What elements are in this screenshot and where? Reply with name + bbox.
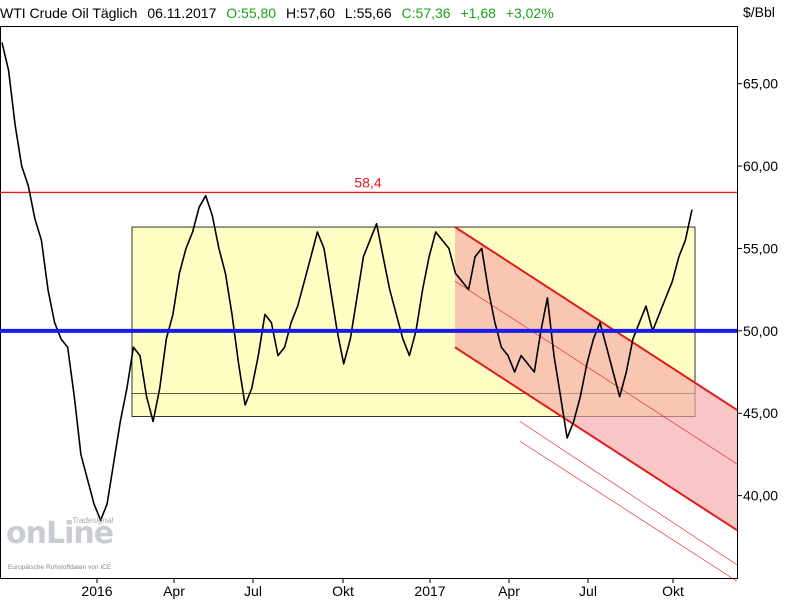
plot-frame: [0, 26, 738, 579]
y-tick-label: 65,00: [743, 76, 778, 92]
tradesignal-logo: onLine Tradesignal Europäische Rohstoffd…: [6, 514, 136, 576]
x-tick-label: Okt: [332, 583, 354, 599]
x-tick-label: Okt: [662, 583, 684, 599]
quote-change: +1,68: [460, 5, 496, 21]
price-line: [1, 42, 693, 522]
quote-close: C:57,36: [401, 5, 451, 21]
price-unit-label: $/Bbl: [743, 4, 775, 20]
quote-high: H:57,60: [285, 5, 336, 21]
y-tick-label: 55,00: [743, 240, 778, 256]
x-tick-label: 2017: [414, 583, 445, 599]
x-tick-label: Jul: [579, 583, 597, 599]
resistance-label: 58,4: [354, 174, 381, 190]
logo-tag: Tradesignal: [72, 516, 114, 525]
x-tick-label: Apr: [163, 583, 185, 599]
x-tick-label: 2016: [81, 583, 112, 599]
channel-outer-line: [519, 440, 738, 582]
channel-outer-line: [519, 421, 738, 566]
quote-open: O:55,80: [226, 5, 277, 21]
y-tick-label: 50,00: [743, 323, 778, 339]
x-tick-label: Jul: [244, 583, 262, 599]
logo-text: onLine: [6, 516, 114, 551]
channel-inner-line: [454, 280, 738, 465]
channel-upper-line: [454, 226, 738, 411]
data-source-note: Europäische Rohstoffdaten von ICE: [8, 564, 112, 571]
y-tick-label: 45,00: [743, 405, 778, 421]
y-tick-label: 60,00: [743, 158, 778, 174]
quote-date: 06.11.2017: [147, 5, 217, 21]
quote-low: L:55,66: [344, 5, 392, 21]
chart-header: WTI Crude Oil Täglich 06.11.2017 O:55,80…: [0, 0, 740, 26]
channel-lower-line: [454, 346, 738, 532]
x-tick-label: Apr: [498, 583, 520, 599]
instrument-title: WTI Crude Oil Täglich: [0, 5, 138, 21]
quote-change-pct: +3,02%: [505, 5, 554, 21]
trend-channel: [455, 227, 737, 531]
y-tick-label: 40,00: [743, 488, 778, 504]
